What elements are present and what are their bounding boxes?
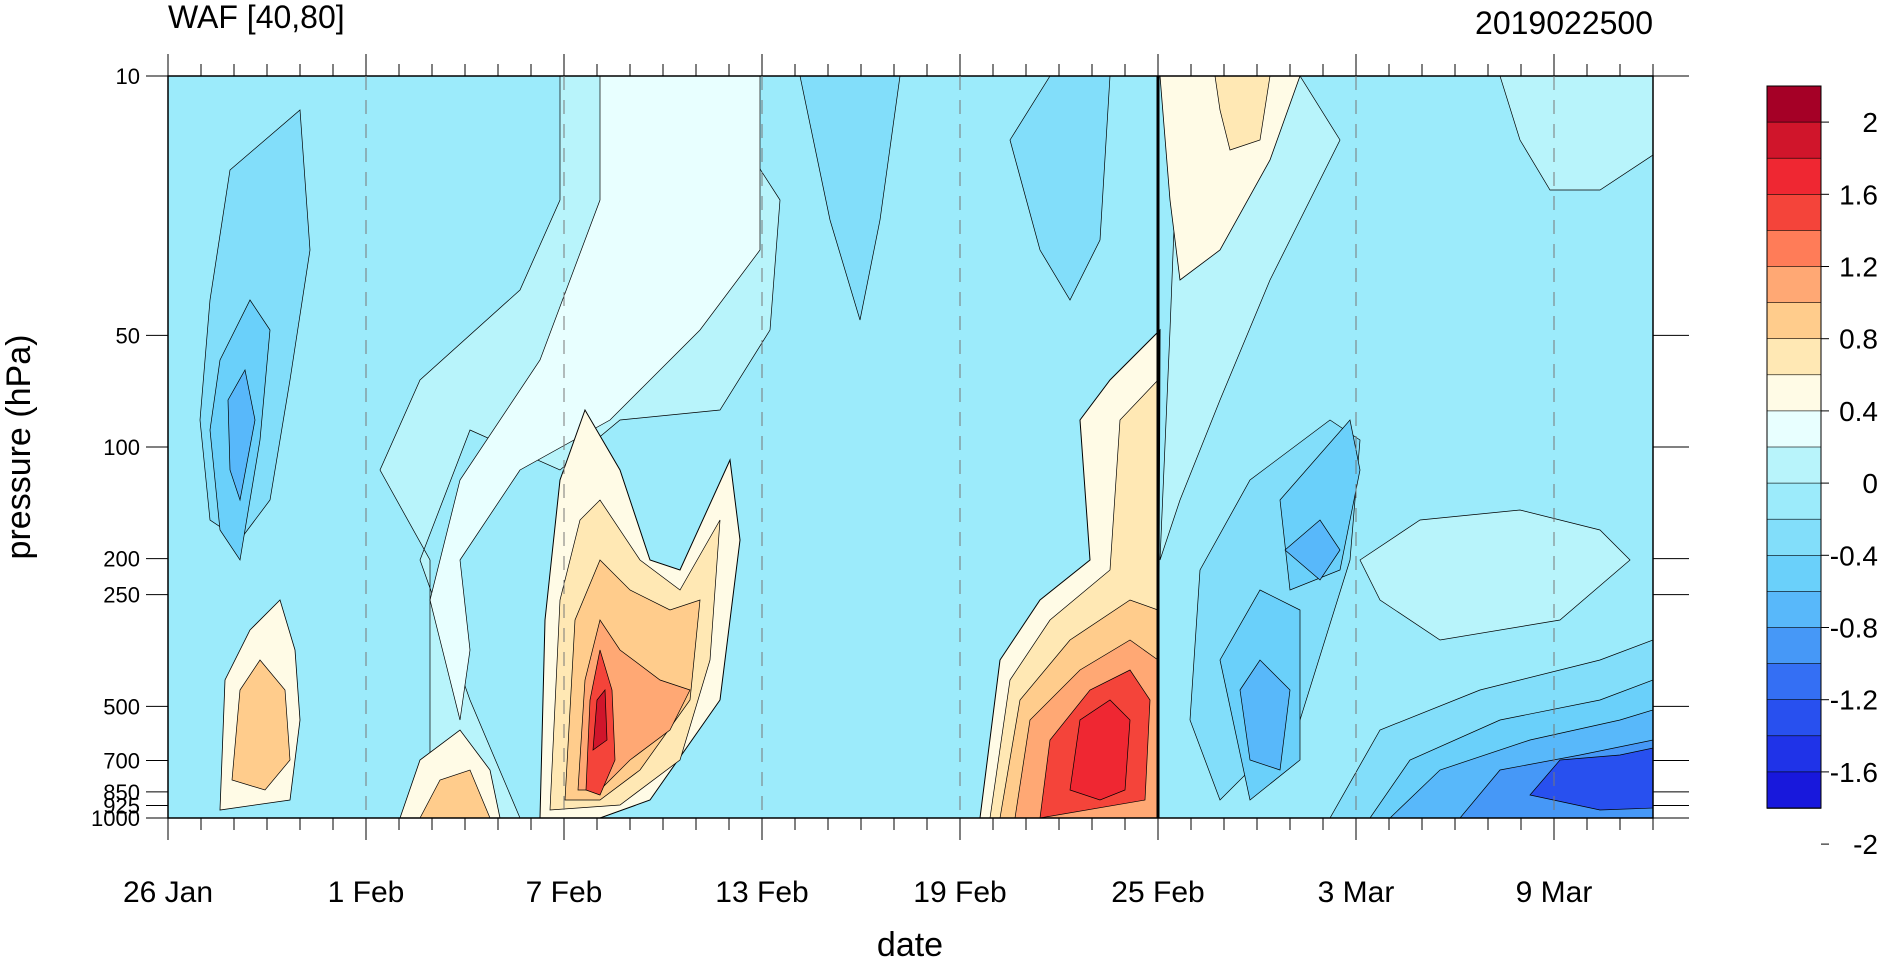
colorbar-swatch [1766, 627, 1822, 665]
colorbar-label: -0.4 [1830, 540, 1878, 571]
colorbar-label: 2 [1862, 107, 1878, 138]
colorbar-swatch [1766, 157, 1822, 196]
colorbar-swatch [1766, 410, 1822, 448]
y-tick-label: 50 [116, 323, 140, 348]
chart-subtitle: 2019022500 [1475, 5, 1653, 41]
colorbar-swatch [1766, 302, 1822, 340]
x-tick-label: 13 Feb [715, 876, 808, 909]
negative-band [227, 369, 256, 502]
positive-band [1214, 76, 1271, 151]
colorbar-swatch [1766, 699, 1822, 737]
colorbar-label: 1.6 [1839, 179, 1878, 210]
positive-band [1159, 76, 1301, 281]
colorbar: 2 1.6 1.2 0.8 0.4 0 -0.4 -0.8 -1.2 -1.6 -2 [1766, 85, 1878, 860]
x-tick-label: 3 Mar [1318, 876, 1395, 909]
positive-band [231, 659, 291, 791]
colorbar-swatch [1766, 518, 1822, 557]
near-zero-band [1359, 509, 1631, 641]
colorbar-label: -1.6 [1830, 757, 1878, 788]
colorbar-frame [1766, 85, 1822, 809]
colorbar-swatch [1766, 230, 1822, 268]
y-tick-label: 10 [116, 64, 140, 89]
colorbar-label: 0 [1862, 468, 1878, 499]
y-tick-label: 700 [103, 749, 140, 774]
colorbar-swatch [1766, 266, 1822, 304]
x-tick-label: 26 Jan [123, 876, 213, 909]
y-tick-label: 1000 [91, 806, 140, 831]
y-axis-label: pressure (hPa) [0, 335, 38, 560]
x-axis: 26 Jan 1 Feb 7 Feb 13 Feb 19 Feb 25 Feb 3 Mar 9… [123, 54, 1654, 909]
x-tick-label: 1 Feb [328, 876, 405, 909]
negative-band [1239, 659, 1291, 771]
y-tick-label: 850 [103, 780, 140, 805]
colorbar-swatch [1766, 446, 1822, 484]
chart-title: WAF [40,80] [168, 0, 345, 35]
colorbar-swatch [1766, 591, 1822, 629]
colorbar-label: 0.8 [1839, 324, 1878, 355]
colorbar-swatch [1766, 482, 1822, 521]
colorbar-swatch [1766, 194, 1822, 232]
colorbar-label: -1.2 [1830, 685, 1878, 716]
y-tick-label: 925 [103, 793, 140, 818]
y-tick-label: 200 [103, 547, 140, 572]
colorbar-swatch [1766, 771, 1822, 809]
colorbar-label: 1.2 [1839, 252, 1878, 283]
colorbar-label: 0.4 [1839, 396, 1878, 427]
near-zero-band [429, 76, 761, 721]
positive-band [592, 689, 608, 751]
negative-band [1284, 519, 1341, 581]
colorbar-label: -2 [1853, 829, 1878, 860]
y-tick-label: 250 [103, 583, 140, 608]
colorbar-label: -0.8 [1830, 613, 1878, 644]
negative-band [1529, 747, 1653, 811]
positive-band [1069, 699, 1131, 801]
y-tick-label: 500 [103, 694, 140, 719]
colorbar-swatch [1766, 663, 1822, 701]
negative-band [1009, 76, 1111, 301]
positive-band [419, 769, 491, 818]
near-zero-band [1499, 76, 1653, 191]
y-tick-label: 100 [103, 435, 140, 460]
negative-band [799, 76, 901, 321]
colorbar-swatch [1766, 735, 1822, 773]
colorbar-swatch [1766, 121, 1822, 159]
x-tick-label: 7 Feb [526, 876, 603, 909]
x-tick-label: 19 Feb [913, 876, 1006, 909]
colorbar-swatch [1766, 374, 1822, 412]
colorbar-swatch [1766, 554, 1822, 593]
colorbar-swatch [1766, 85, 1822, 123]
x-axis-label: date [877, 926, 943, 961]
x-tick-label: 9 Mar [1516, 876, 1593, 909]
contour-field [168, 76, 1653, 818]
x-tick-label: 25 Feb [1111, 876, 1204, 909]
colorbar-swatch [1766, 338, 1822, 376]
